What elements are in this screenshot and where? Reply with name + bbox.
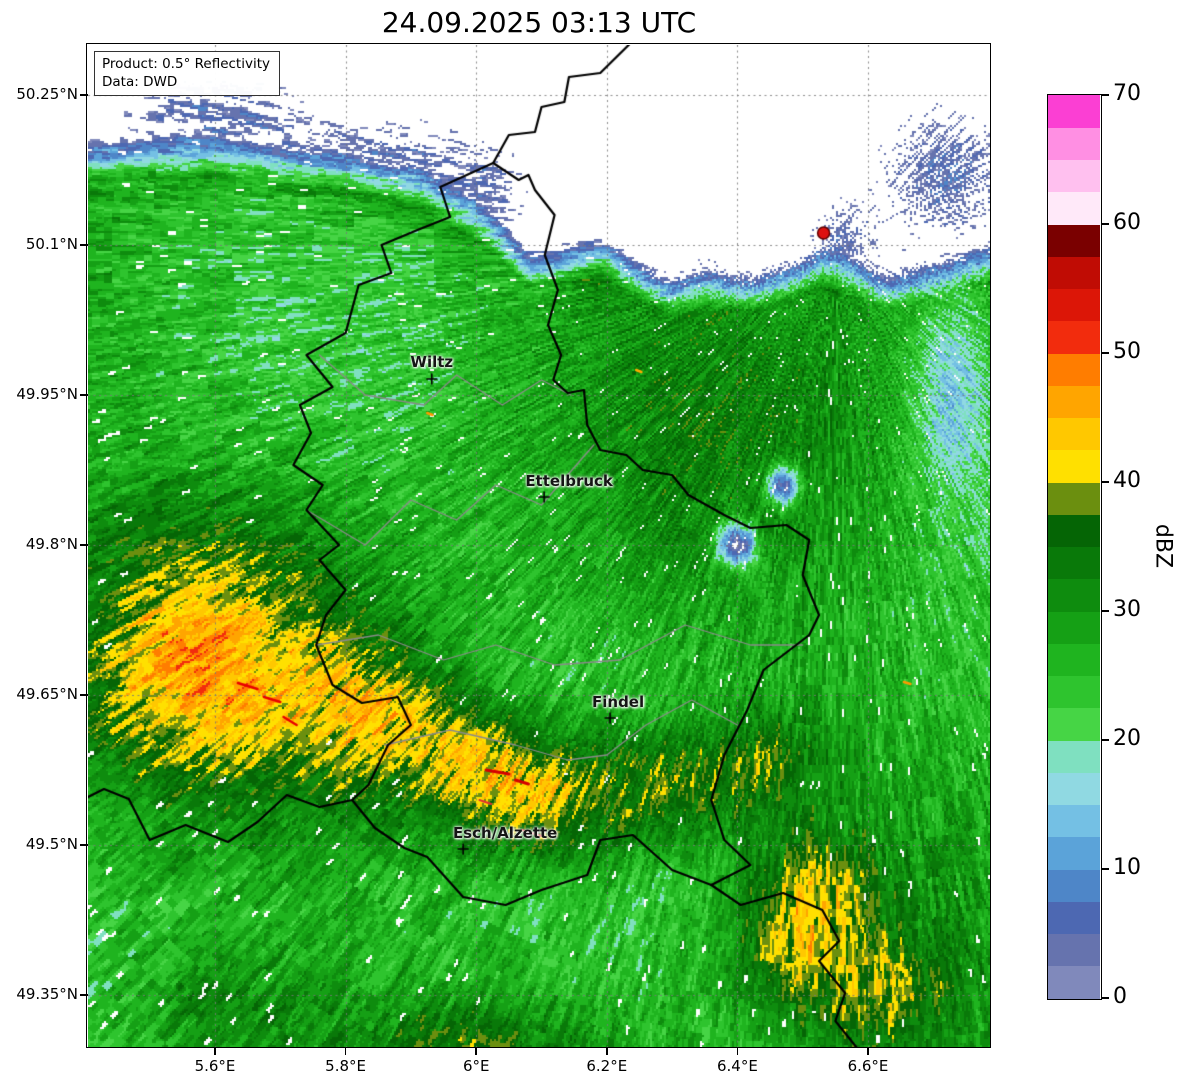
colorbar-tick-mark <box>1102 610 1109 612</box>
y-tick-mark <box>80 694 88 696</box>
colorbar-band <box>1048 901 1100 935</box>
colorbar-band <box>1048 95 1100 128</box>
x-tick-mark <box>867 1047 869 1055</box>
colorbar-band <box>1048 869 1100 902</box>
x-tick-mark <box>736 1047 739 1055</box>
map-plot: Product: 0.5° Reflectivity Data: DWD Wil… <box>88 45 990 1047</box>
x-tick-label: 6.2°E <box>586 1057 628 1075</box>
x-tick-label: 5.8°E <box>325 1057 367 1075</box>
x-tick-label: 6°E <box>462 1057 490 1075</box>
colorbar-band <box>1048 643 1100 677</box>
colorbar-band <box>1048 127 1100 161</box>
colorbar-tick-mark <box>1102 352 1109 354</box>
colorbar-tick-mark <box>1102 739 1109 741</box>
colorbar-band <box>1048 385 1100 419</box>
colorbar-band <box>1048 353 1100 386</box>
y-tick-mark <box>80 244 88 246</box>
y-tick-label: 49.5°N <box>25 835 78 853</box>
colorbar-tick-mark <box>1102 94 1109 96</box>
y-tick-mark <box>80 94 88 96</box>
colorbar-tick-label: 70 <box>1113 81 1141 106</box>
product-info-box: Product: 0.5° Reflectivity Data: DWD <box>94 51 280 97</box>
colorbar-band <box>1048 675 1100 709</box>
colorbar-tick-mark <box>1102 868 1109 870</box>
colorbar <box>1048 95 1100 999</box>
colorbar-label: dBZ <box>1150 523 1176 569</box>
colorbar-tick-mark <box>1102 481 1109 483</box>
colorbar-band <box>1048 514 1100 548</box>
y-tick-mark <box>80 994 88 996</box>
colorbar-band <box>1048 707 1100 741</box>
x-tick-mark <box>214 1047 216 1055</box>
colorbar-band <box>1048 578 1100 612</box>
colorbar-band <box>1048 772 1100 806</box>
colorbar-tick-label: 40 <box>1113 468 1141 493</box>
colorbar-band <box>1048 224 1100 257</box>
product-line: Product: 0.5° Reflectivity <box>102 56 270 72</box>
colorbar-tick-label: 60 <box>1113 210 1141 235</box>
colorbar-band <box>1048 288 1100 322</box>
colorbar-tick-mark <box>1102 223 1109 225</box>
colorbar-band <box>1048 191 1100 225</box>
colorbar-tick-mark <box>1102 997 1109 999</box>
colorbar-band <box>1048 933 1100 967</box>
colorbar-tick-label: 20 <box>1113 726 1141 751</box>
colorbar-band <box>1048 449 1100 483</box>
colorbar-band <box>1048 965 1100 999</box>
x-tick-label: 6.6°E <box>847 1057 889 1075</box>
y-tick-mark <box>80 544 88 546</box>
colorbar-band <box>1048 320 1100 354</box>
y-tick-label: 50.1°N <box>25 235 78 253</box>
y-tick-label: 50.25°N <box>16 85 78 103</box>
figure-title: 24.09.2025 03:13 UTC <box>381 6 697 39</box>
x-tick-label: 6.4°E <box>716 1057 758 1075</box>
colorbar-band <box>1048 417 1100 451</box>
x-tick-label: 5.6°E <box>194 1057 236 1075</box>
colorbar-tick-label: 30 <box>1113 597 1141 622</box>
y-tick-label: 49.95°N <box>16 385 78 403</box>
colorbar-band <box>1048 804 1100 838</box>
y-tick-label: 49.65°N <box>16 685 78 703</box>
colorbar-band <box>1048 836 1100 870</box>
colorbar-band <box>1048 740 1100 773</box>
colorbar-band <box>1048 546 1100 580</box>
colorbar-tick-label: 10 <box>1113 855 1141 880</box>
colorbar-tick-label: 50 <box>1113 339 1141 364</box>
data-source-line: Data: DWD <box>102 74 178 91</box>
y-tick-label: 49.35°N <box>16 985 78 1003</box>
radar-map-canvas <box>88 45 990 1047</box>
colorbar-band <box>1048 482 1100 515</box>
colorbar-tick-label: 0 <box>1113 984 1127 1009</box>
colorbar-band <box>1048 159 1100 193</box>
y-tick-mark <box>80 394 88 396</box>
colorbar-band <box>1048 256 1100 290</box>
y-tick-label: 49.8°N <box>25 535 78 553</box>
colorbar-band <box>1048 611 1100 644</box>
x-tick-mark <box>606 1047 608 1055</box>
x-tick-mark <box>344 1047 347 1055</box>
x-tick-mark <box>475 1047 477 1055</box>
y-tick-mark <box>80 844 88 846</box>
